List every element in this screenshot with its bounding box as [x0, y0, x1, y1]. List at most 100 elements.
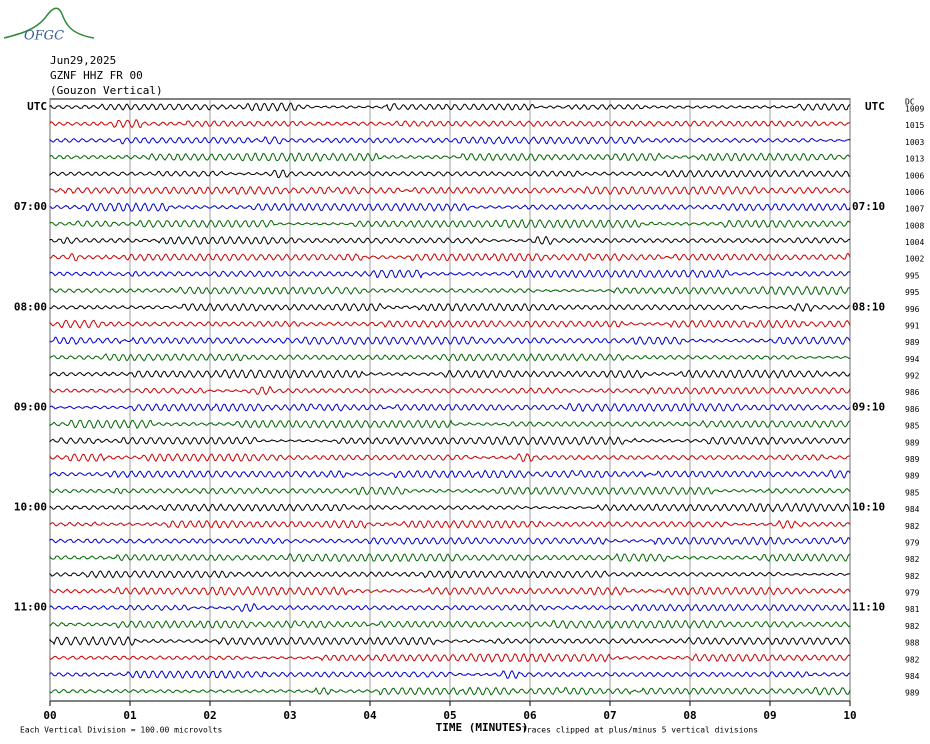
dc-value: 992 — [905, 372, 920, 381]
dc-value: 1004 — [905, 238, 924, 247]
right-time-label: 10:10 — [852, 501, 885, 514]
dc-value: 1006 — [905, 171, 924, 180]
trace — [49, 302, 851, 313]
dc-value: 994 — [905, 355, 920, 364]
footer-right: Traces clipped at plus/minus 5 vertical … — [522, 726, 758, 735]
trace — [49, 353, 851, 362]
dc-value: 979 — [905, 538, 920, 547]
dc-value: 996 — [905, 305, 920, 314]
trace — [49, 436, 851, 446]
dc-value: 985 — [905, 422, 920, 431]
dc-value: 1013 — [905, 155, 924, 164]
dc-value: 982 — [905, 655, 920, 664]
dc-value: 1008 — [905, 221, 924, 230]
x-tick-label: 06 — [523, 709, 537, 722]
trace — [49, 419, 851, 430]
trace — [49, 602, 851, 613]
dc-value: 995 — [905, 271, 920, 280]
left-time-label: 09:00 — [14, 400, 47, 413]
trace — [49, 686, 851, 696]
trace — [49, 235, 851, 245]
trace — [49, 570, 851, 579]
dc-value: 1003 — [905, 138, 924, 147]
trace — [49, 152, 851, 163]
trace — [49, 319, 851, 329]
dc-value: 989 — [905, 472, 920, 481]
trace — [49, 269, 851, 279]
header-date: Jun29,2025 — [50, 54, 116, 67]
x-tick-label: 07 — [603, 709, 616, 722]
trace — [49, 669, 851, 680]
dc-value: 1007 — [905, 205, 924, 214]
trace — [49, 185, 851, 196]
x-tick-label: 04 — [363, 709, 377, 722]
trace — [49, 119, 851, 129]
left-time-label: 10:00 — [14, 501, 47, 514]
dc-value: 981 — [905, 605, 920, 614]
dc-value: 988 — [905, 639, 920, 648]
trace — [49, 652, 851, 663]
dc-value: 986 — [905, 405, 920, 414]
logo-text: OFGC — [24, 29, 64, 44]
logo-curve — [3, 7, 95, 39]
trace — [49, 619, 851, 630]
dc-value: 1002 — [905, 255, 924, 264]
trace — [49, 385, 851, 396]
dc-value: 989 — [905, 455, 920, 464]
trace — [49, 552, 851, 563]
dc-value: 985 — [905, 488, 920, 497]
right-time-label: 07:10 — [852, 200, 885, 213]
x-tick-label: 05 — [443, 709, 456, 722]
trace — [49, 469, 851, 479]
dc-value: 1009 — [905, 105, 924, 114]
trace — [49, 635, 851, 646]
x-tick-label: 00 — [43, 709, 56, 722]
x-tick-label: 03 — [283, 709, 296, 722]
dc-value: 1006 — [905, 188, 924, 197]
header-location: (Gouzon Vertical) — [50, 84, 163, 97]
left-time-label: 07:00 — [14, 200, 47, 213]
trace — [49, 586, 851, 596]
dc-value: 1015 — [905, 121, 924, 130]
trace — [49, 519, 851, 530]
dc-value: 986 — [905, 388, 920, 397]
trace — [49, 536, 851, 546]
left-time-label: 08:00 — [14, 300, 47, 313]
trace — [49, 252, 851, 262]
dc-value: 982 — [905, 622, 920, 631]
trace — [49, 169, 851, 179]
dc-value: 984 — [905, 672, 920, 681]
header-station: GZNF HHZ FR 00 — [50, 69, 143, 82]
trace — [49, 402, 851, 413]
trace — [49, 486, 851, 496]
x-axis-label: TIME (MINUTES) — [436, 721, 529, 734]
right-time-label: UTC — [865, 100, 885, 113]
trace — [49, 369, 851, 379]
footer-left: Each Vertical Division = 100.00 microvol… — [20, 726, 222, 735]
trace — [49, 502, 851, 513]
x-tick-label: 09 — [763, 709, 776, 722]
dc-value: 995 — [905, 288, 920, 297]
x-tick-label: 02 — [203, 709, 216, 722]
dc-value: 989 — [905, 438, 920, 447]
trace — [49, 136, 851, 145]
left-time-label: 11:00 — [14, 601, 47, 614]
x-tick-label: 10 — [843, 709, 856, 722]
dc-value: 982 — [905, 522, 920, 531]
dc-value: 991 — [905, 321, 920, 330]
dc-value: 984 — [905, 505, 920, 514]
dc-value: 982 — [905, 572, 920, 581]
dc-header: DC — [905, 98, 915, 107]
trace — [49, 285, 851, 296]
trace — [49, 336, 851, 346]
right-time-label: 11:10 — [852, 601, 885, 614]
right-time-label: 08:10 — [852, 300, 885, 313]
x-tick-label: 08 — [683, 709, 696, 722]
trace — [49, 218, 851, 229]
dc-value: 989 — [905, 338, 920, 347]
trace — [49, 202, 851, 212]
left-time-label: UTC — [27, 100, 47, 113]
trace — [49, 102, 851, 112]
dc-value: 982 — [905, 555, 920, 564]
